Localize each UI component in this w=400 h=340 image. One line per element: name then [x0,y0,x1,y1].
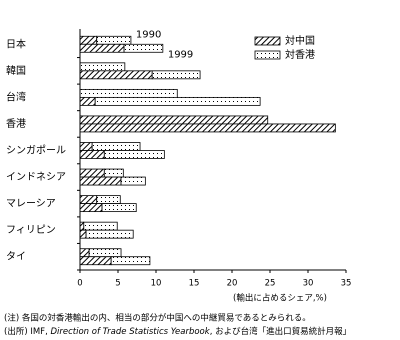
x-axis-label: (輸出に占めるシェア,%) [233,293,327,304]
source-part: Direction of Trade Statistics Yearbook [50,327,210,337]
bar-segment [96,35,132,45]
x-tick-label: 30 [303,279,314,289]
bar-segment [79,203,103,213]
bar-segment [110,256,151,266]
bar-segment [79,176,122,186]
x-tick-label: 0 [77,279,82,289]
category-label: インドネシア [6,171,66,183]
bar-segment [79,43,125,53]
bar-segment [85,229,134,239]
x-tick-label: 5 [115,279,120,289]
category-label: タイ [6,251,26,263]
x-tick-label: 20 [227,279,238,289]
legend-label: 対香港 [285,48,315,61]
legend-swatch [254,50,281,60]
bar-segment [79,221,85,231]
bar-segment [83,221,118,231]
bar-segment [103,168,124,178]
x-tick-label: 10 [151,279,162,289]
bar-segment [103,150,165,159]
bar-segment [79,150,105,159]
category-label: マレーシア [6,199,56,210]
year-label: 1990 [136,29,161,40]
bar-segment [79,256,112,266]
source-part: , および台湾「進出口貿易統計月報」 [210,326,351,337]
bar-segment [79,168,105,178]
category-label: 香港 [6,118,26,130]
year-label: 1999 [168,49,193,60]
x-tick-label: 25 [265,279,276,289]
bar-segment [91,142,141,151]
bar-segment [79,142,93,151]
bar-segment [79,195,98,205]
x-tick-label: 15 [189,279,200,289]
legend-swatch [254,36,281,46]
bar-segment [96,195,121,205]
category-label: フィリピン [6,224,56,236]
category-label: 韓国 [6,65,26,77]
bar-segment [79,88,178,98]
bar-segment [79,62,126,72]
category-label: 日本 [6,37,26,50]
category-label: シンガポール [6,145,66,157]
source: (出所) IMF, Direction of Trade Statistics … [4,326,351,337]
category-label: 台湾 [6,90,26,103]
bar-segment [94,96,261,106]
bar-segment [79,70,153,80]
bar-segment [79,96,96,106]
source-part: (出所) IMF, [4,326,50,337]
bar-segment [120,176,146,186]
bar-segment [151,70,201,80]
note: (注) 各国の対香港輸出の内、相当の部分が中国への中継貿易であるとみられる。 [4,313,311,324]
bar-segment [88,248,122,258]
bar-segment [123,43,164,53]
bar-segment [79,115,269,125]
bar-segment [101,203,137,213]
bar-segment [79,229,87,239]
x-tick-label: 35 [341,279,352,289]
bar-segment [79,123,336,133]
bar-segment [79,248,90,258]
legend-label: 対中国 [285,34,315,47]
bar-segment [79,35,98,45]
